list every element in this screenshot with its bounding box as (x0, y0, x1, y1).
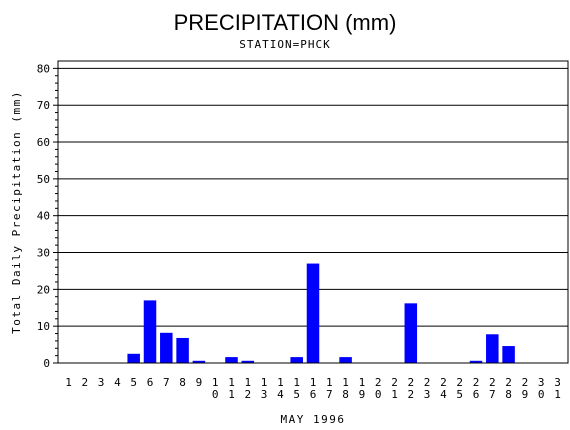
bar-day-9 (192, 360, 206, 363)
y-tick-label: 80 (37, 62, 50, 75)
y-tick-label: 40 (37, 210, 50, 223)
x-tick-label: 7 (163, 376, 170, 389)
grid-lines (58, 67, 568, 327)
bar-day-5 (127, 353, 140, 363)
x-tick-label: 6 (147, 376, 154, 389)
x-tick-label: 9 (196, 376, 203, 389)
x-axis-ticks: 1 2 3 4 5 6 7 8 9 1 01 11 21 31 41 51 61 71 81 92 02 12 22 32 42… (65, 376, 561, 401)
bar-day-8 (176, 337, 189, 363)
y-axis-label: Total Daily Precipitation (mm) (10, 90, 23, 334)
bar-day-11 (225, 357, 238, 363)
y-tick-label: 20 (37, 283, 50, 296)
bar-day-22 (404, 303, 418, 363)
bar-day-16 (306, 263, 320, 363)
bar-day-12 (241, 360, 255, 363)
x-tick-label: 3 (98, 376, 105, 389)
bar-day-6 (143, 300, 157, 363)
plot-area-frame (57, 60, 569, 364)
chart-subtitle: STATION=PHCK (239, 38, 330, 51)
bar-day-26 (469, 360, 483, 363)
y-tick-label: 0 (43, 357, 50, 370)
chart-title: PRECIPITATION (mm) (174, 10, 397, 35)
y-axis-ticks: 0 10 20 30 40 50 60 70 80 (37, 62, 58, 370)
y-tick-label: 30 (37, 247, 50, 260)
bar-day-7 (160, 332, 173, 363)
bar-day-27 (486, 334, 499, 363)
y-tick-label: 50 (37, 173, 50, 186)
bars (127, 263, 515, 363)
y-tick-label: 70 (37, 99, 50, 112)
x-tick-label: 1 (65, 376, 72, 389)
x-axis-label: MAY 1996 (281, 413, 346, 426)
x-tick-label: 5 (130, 376, 137, 389)
x-tick-label: 8 (179, 376, 186, 389)
x-tick-label: 2 (81, 376, 88, 389)
bar-day-15 (290, 357, 303, 363)
bar-day-18 (339, 357, 352, 363)
y-tick-label: 10 (37, 320, 50, 333)
y-tick-label: 60 (37, 136, 50, 149)
bar-day-28 (502, 346, 515, 363)
x-tick-label: 4 (114, 376, 121, 389)
